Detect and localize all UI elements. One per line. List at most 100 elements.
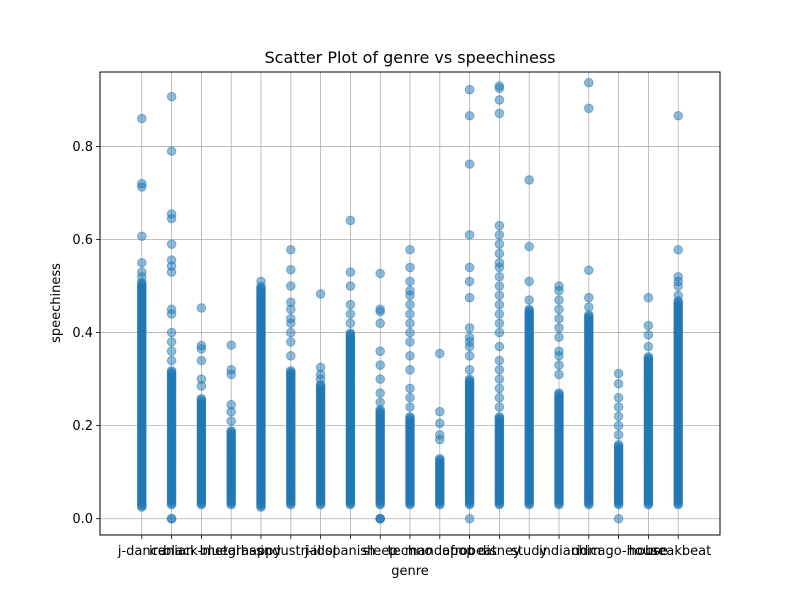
data-point [494,318,505,329]
data-point [435,453,445,464]
data-point [375,374,386,384]
data-point [613,430,624,440]
data-point [673,244,684,255]
data-point [405,318,415,329]
data-point [405,383,415,394]
x-tick-label: indian [539,544,579,559]
data-point [345,281,356,291]
data-point [464,513,475,524]
data-point [464,332,475,343]
data-point [494,271,505,282]
data-point [524,304,535,315]
data-point [494,220,505,231]
x-tick-label: afrobeat [442,544,497,559]
data-point [673,290,684,301]
data-point [613,392,624,403]
data-point [166,355,177,366]
data-point [256,276,266,287]
x-tick-label: idm [577,544,602,559]
data-point [286,365,296,376]
data-point [405,337,415,347]
data-point [464,365,475,375]
data-point [464,323,475,333]
data-point [643,351,654,362]
data-point [524,175,535,185]
data-point [137,178,147,189]
data-point [196,340,207,351]
data-point [286,327,296,338]
data-point [435,418,445,429]
data-point [405,365,415,375]
data-point [196,393,207,404]
data-point [226,365,236,375]
x-ticks: j-danceiranianblack-metalbluegrasshappyi… [117,535,711,559]
chart-title: Scatter Plot of genre vs speechiness [265,48,556,67]
data-point [524,276,535,287]
x-tick-label: iranian [149,544,194,559]
y-tick-label: 0.6 [72,233,93,248]
data-point [166,513,177,524]
data-point [494,341,505,352]
data-point [196,355,207,366]
data-point [494,248,505,259]
data-point [345,267,356,277]
data-point [554,360,564,370]
data-point [435,348,445,359]
data-point [405,327,415,338]
data-point [554,304,564,315]
data-point [584,103,594,114]
data-point [345,299,356,310]
data-point [464,276,475,287]
x-tick-label: black-metal [163,544,240,559]
data-point [494,327,505,338]
data-point [613,411,624,422]
data-point [554,281,564,291]
data-point [613,420,624,431]
data-point [584,310,594,320]
data-point [554,332,564,343]
data-point [137,113,147,124]
x-tick-label: disney [478,544,521,559]
data-point [405,285,415,296]
data-point [315,289,326,299]
data-point [375,513,386,524]
data-point [405,244,415,255]
data-point [554,388,564,398]
data-point [375,268,386,279]
data-point [464,84,475,95]
data-point [613,439,624,450]
data-point [166,239,177,249]
data-point [375,360,386,370]
y-ticks: 0.0 0.2 0.4 0.6 0.8 [72,140,100,527]
data-point [345,309,356,319]
data-point [405,276,415,287]
data-point [405,412,415,422]
data-point [494,108,505,119]
data-point [166,304,177,315]
data-point [166,346,177,356]
data-point [286,337,296,347]
y-axis-label: speechiness [49,263,64,343]
data-point [494,402,505,412]
data-point [435,430,445,440]
data-point [464,230,475,240]
data-point [464,374,475,384]
data-point [464,292,475,303]
x-tick-label: j-dance [117,544,166,559]
data-point [613,402,624,412]
data-point [494,374,505,384]
data-point [494,383,505,394]
data-point [166,255,177,265]
data-point [613,378,624,389]
x-axis-label: genre [391,564,429,579]
data-point [345,215,356,226]
y-tick-label: 0.0 [72,512,93,527]
data-point [494,365,505,375]
data-point [137,231,147,242]
data-point [405,262,415,273]
data-point [166,337,177,347]
data-point [494,239,505,249]
data-point [286,313,296,324]
data-point [166,91,177,102]
data-point [613,368,624,379]
